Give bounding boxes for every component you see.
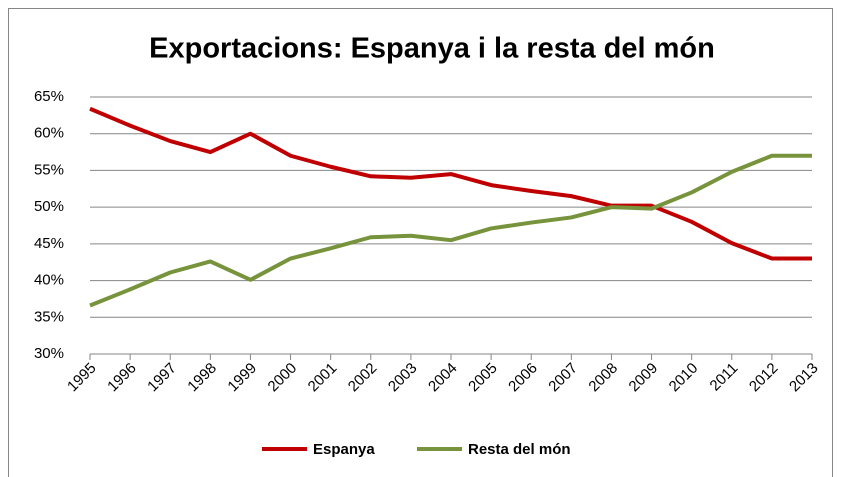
x-tick-label: 2007 (545, 360, 581, 396)
x-tick-label: 1998 (184, 360, 220, 396)
x-tick-label: 1999 (224, 360, 260, 396)
y-tick-label: 55% (34, 161, 64, 178)
x-tick-label: 2009 (626, 360, 662, 396)
x-tick-label: 2010 (666, 360, 702, 396)
series-line (89, 153, 812, 308)
x-tick-label: 2006 (505, 360, 541, 396)
x-tick-label: 2003 (385, 360, 421, 396)
chart-frame (8, 8, 833, 477)
x-tick-label: 2012 (746, 360, 782, 396)
y-tick-label: 45% (34, 235, 64, 252)
x-tick-label: 2013 (786, 360, 822, 396)
y-tick-label: 60% (34, 125, 64, 142)
x-tick-label: 2011 (707, 360, 742, 395)
chart-title: Exportacions: Espanya i la resta del món (149, 33, 715, 65)
y-tick-label: 35% (34, 308, 64, 325)
x-tick-label: 2002 (345, 360, 381, 396)
legend-label: Resta del món (468, 441, 571, 458)
y-tick-label: 30% (34, 345, 64, 362)
x-tick-label: 1995 (64, 360, 100, 396)
x-tick-label: 2005 (465, 360, 501, 396)
y-tick-label: 65% (34, 88, 64, 105)
y-tick-label: 40% (34, 272, 64, 289)
legend-label: Espanya (313, 441, 375, 458)
x-tick-label: 1997 (144, 360, 180, 396)
x-tick-label: 2008 (585, 360, 621, 396)
x-tick-label: 2001 (305, 360, 341, 396)
series-line (89, 106, 812, 261)
x-tick-label: 2000 (265, 360, 301, 396)
x-tick-label: 1996 (104, 360, 140, 396)
y-tick-label: 50% (34, 198, 64, 215)
x-tick-label: 2004 (425, 360, 461, 396)
